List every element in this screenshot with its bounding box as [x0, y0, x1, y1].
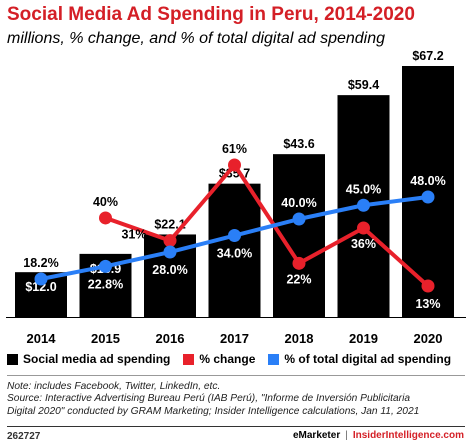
- change-point-2015: [99, 211, 112, 225]
- legend-label-share: % of total digital ad spending: [284, 352, 452, 366]
- change-label-2015: 40%: [93, 195, 118, 209]
- source-line-1: Source: Interactive Advertising Bureau P…: [7, 393, 411, 405]
- change-point-2020: [421, 279, 435, 293]
- change-point-2019: [357, 221, 370, 235]
- share-point-2018: [292, 212, 306, 226]
- divider-top: [7, 375, 465, 376]
- bar-label-2019: $59.4: [348, 78, 379, 92]
- share-label-2014: 18.2%: [23, 256, 58, 270]
- share-point-2016: [163, 245, 177, 259]
- legend-label-change: % change: [199, 352, 256, 366]
- change-label-2017: 61%: [222, 142, 247, 156]
- x-tick-2014: 2014: [27, 331, 57, 346]
- x-tick-2016: 2016: [156, 331, 185, 346]
- x-tick-2017: 2017: [220, 331, 249, 346]
- change-line: [104, 163, 430, 288]
- legend-item-spending: Social media ad spending: [7, 352, 170, 366]
- change-label-2020: 13%: [415, 297, 440, 311]
- brand-insider: InsiderIntelligence.com: [352, 430, 464, 441]
- share-point-2020: [421, 190, 435, 204]
- change-point-2017: [228, 158, 241, 172]
- x-tick-2019: 2019: [349, 331, 378, 346]
- brand-emarketer: eMarketer: [292, 430, 341, 441]
- bar-label-2018: $43.6: [283, 137, 314, 151]
- share-label-2016: 28.0%: [152, 263, 187, 277]
- legend-swatch-share: [268, 353, 280, 365]
- change-label-2016: 31%: [121, 228, 146, 242]
- legend-swatch-spending: [7, 353, 18, 365]
- note-line: Note: includes Facebook, Twitter, Linked…: [7, 381, 221, 392]
- source-line-2: Digital 2020" conducted by GRAM Marketin…: [7, 405, 420, 417]
- bar-label-2020: $67.2: [412, 49, 443, 63]
- divider-bottom: [7, 426, 465, 427]
- share-label-2019: 45.0%: [346, 182, 381, 196]
- brand-separator: |: [345, 430, 348, 441]
- change-label-2018: 22%: [286, 272, 311, 286]
- chart-legend: Social media ad spending % change % of t…: [7, 352, 464, 366]
- legend-label-spending: Social media ad spending: [23, 352, 171, 366]
- legend-item-share: % of total digital ad spending: [268, 352, 451, 366]
- share-point-2015: [99, 259, 112, 273]
- chart-title: Social Media Ad Spending in Peru, 2014-2…: [7, 4, 415, 25]
- footer-brand: eMarketer | InsiderIntelligence.com: [293, 430, 464, 441]
- share-label-2015: 22.8%: [88, 277, 123, 291]
- share-label-2017: 34.0%: [217, 247, 252, 261]
- legend-swatch-change: [183, 353, 195, 365]
- share-label-2018: 40.0%: [281, 196, 316, 210]
- chart-subtitle: millions, % change, and % of total digit…: [7, 30, 386, 47]
- x-tick-2020: 2020: [414, 331, 443, 346]
- share-point-2017: [228, 229, 241, 243]
- change-point-2016: [163, 234, 177, 248]
- share-point-2019: [357, 198, 370, 212]
- x-tick-2015: 2015: [91, 331, 120, 346]
- bar-label-2016: $22.1: [154, 217, 185, 231]
- bar-label-2014: $12.0: [25, 280, 56, 294]
- share-label-2020: 48.0%: [410, 174, 445, 188]
- bar-2017: [208, 183, 261, 317]
- share-point-2014: [34, 272, 48, 286]
- change-point-2018: [292, 256, 306, 270]
- change-label-2019: 36%: [351, 237, 376, 251]
- legend-item-change: % change: [183, 352, 255, 366]
- x-tick-2018: 2018: [285, 331, 314, 346]
- chart-notes: Note: includes Facebook, Twitter, Linked…: [7, 381, 419, 418]
- chart-area: 2014201520162017201820192020$12.0$16.9$2…: [6, 49, 466, 346]
- chart-id: 262727: [7, 431, 41, 442]
